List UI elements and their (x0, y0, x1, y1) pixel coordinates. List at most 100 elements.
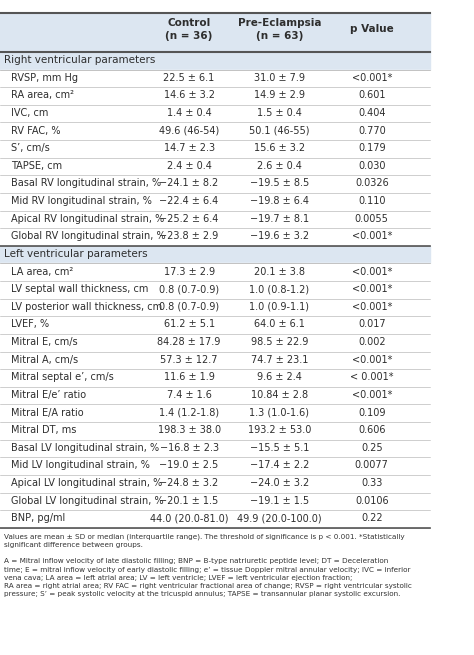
Text: Pre-Eclampsia: Pre-Eclampsia (237, 18, 321, 28)
Text: 0.109: 0.109 (358, 407, 385, 418)
Bar (0, 263, 430, 281)
Text: (n = 63): (n = 63) (255, 31, 303, 41)
Text: Mid RV longitudinal strain, %: Mid RV longitudinal strain, % (11, 196, 152, 206)
Bar (0, 69, 430, 87)
Bar (0, 422, 430, 440)
Text: −20.1 ± 1.5: −20.1 ± 1.5 (159, 496, 219, 506)
Text: 1.3 (1.0-1.6): 1.3 (1.0-1.6) (249, 407, 310, 418)
Text: 0.404: 0.404 (358, 108, 385, 118)
Text: Control: Control (167, 18, 211, 28)
Text: Global LV longitudinal strain, %: Global LV longitudinal strain, % (11, 496, 164, 506)
Text: −23.8 ± 2.9: −23.8 ± 2.9 (159, 231, 219, 241)
Text: 7.4 ± 1.6: 7.4 ± 1.6 (167, 390, 211, 400)
Text: 14.9 ± 2.9: 14.9 ± 2.9 (254, 90, 305, 100)
Bar (0, 140, 430, 158)
Text: Mitral septal e’, cm/s: Mitral septal e’, cm/s (11, 372, 113, 383)
Bar (0, 404, 430, 422)
Text: 50.1 (46-55): 50.1 (46-55) (249, 126, 310, 136)
Text: 1.0 (0.8-1.2): 1.0 (0.8-1.2) (249, 284, 310, 294)
Text: 0.770: 0.770 (358, 126, 386, 136)
Text: 22.5 ± 6.1: 22.5 ± 6.1 (164, 73, 215, 83)
Text: Mitral E/A ratio: Mitral E/A ratio (11, 407, 83, 418)
Text: S’, cm/s: S’, cm/s (11, 143, 49, 153)
Bar (0, 299, 430, 316)
Text: 84.28 ± 17.9: 84.28 ± 17.9 (157, 337, 221, 347)
Text: −16.8 ± 2.3: −16.8 ± 2.3 (160, 443, 219, 453)
Text: Basal LV longitudinal strain, %: Basal LV longitudinal strain, % (11, 443, 159, 453)
Text: Mitral DT, ms: Mitral DT, ms (11, 425, 76, 435)
Text: 0.601: 0.601 (358, 90, 385, 100)
Text: −19.0 ± 2.5: −19.0 ± 2.5 (159, 460, 219, 470)
Text: 14.6 ± 3.2: 14.6 ± 3.2 (164, 90, 215, 100)
Bar (0, 316, 430, 334)
Text: <0.001*: <0.001* (352, 302, 392, 312)
Text: 2.6 ± 0.4: 2.6 ± 0.4 (257, 161, 302, 171)
Text: 0.8 (0.7-0.9): 0.8 (0.7-0.9) (159, 284, 219, 294)
Text: Left ventricular parameters: Left ventricular parameters (4, 249, 148, 259)
Text: 10.84 ± 2.8: 10.84 ± 2.8 (251, 390, 308, 400)
Text: <0.001*: <0.001* (352, 390, 392, 400)
Text: Apical LV longitudinal strain, %: Apical LV longitudinal strain, % (11, 478, 162, 488)
Text: <0.001*: <0.001* (352, 267, 392, 276)
Bar (0, 122, 430, 140)
Bar (0, 510, 430, 528)
Text: 11.6 ± 1.9: 11.6 ± 1.9 (164, 372, 215, 383)
Text: 0.0106: 0.0106 (355, 496, 389, 506)
Text: −24.0 ± 3.2: −24.0 ± 3.2 (250, 478, 309, 488)
Text: 0.22: 0.22 (361, 514, 383, 523)
Text: 49.6 (46-54): 49.6 (46-54) (159, 126, 219, 136)
Text: 49.9 (20.0-100.0): 49.9 (20.0-100.0) (237, 514, 322, 523)
Text: −24.8 ± 3.2: −24.8 ± 3.2 (159, 478, 219, 488)
Text: 0.606: 0.606 (358, 425, 385, 435)
Text: 2.4 ± 0.4: 2.4 ± 0.4 (167, 161, 211, 171)
Text: 198.3 ± 38.0: 198.3 ± 38.0 (157, 425, 221, 435)
Text: 0.33: 0.33 (361, 478, 383, 488)
Text: 61.2 ± 5.1: 61.2 ± 5.1 (164, 320, 215, 329)
Bar (0, 440, 430, 457)
Text: −22.4 ± 6.4: −22.4 ± 6.4 (159, 196, 219, 206)
Text: < 0.001*: < 0.001* (350, 372, 393, 383)
Text: RVSP, mm Hg: RVSP, mm Hg (11, 73, 78, 83)
Text: (n = 36): (n = 36) (165, 31, 213, 41)
Bar (0, 281, 430, 299)
Text: <0.001*: <0.001* (352, 355, 392, 365)
Text: Mitral E, cm/s: Mitral E, cm/s (11, 337, 77, 347)
Bar (0, 158, 430, 176)
Text: Mid LV longitudinal strain, %: Mid LV longitudinal strain, % (11, 460, 150, 470)
Text: LV posterior wall thickness, cm: LV posterior wall thickness, cm (11, 302, 162, 312)
Text: LVEF, %: LVEF, % (11, 320, 49, 329)
Text: 0.0077: 0.0077 (355, 460, 389, 470)
Text: 1.4 (1.2-1.8): 1.4 (1.2-1.8) (159, 407, 219, 418)
Text: 44.0 (20.0-81.0): 44.0 (20.0-81.0) (150, 514, 228, 523)
Bar (0, 105, 430, 122)
Bar (0, 87, 430, 105)
Text: <0.001*: <0.001* (352, 284, 392, 294)
Bar (0, 457, 430, 475)
Text: IVC, cm: IVC, cm (11, 108, 48, 118)
Text: 1.4 ± 0.4: 1.4 ± 0.4 (167, 108, 211, 118)
Text: 0.030: 0.030 (358, 161, 385, 171)
Text: 57.3 ± 12.7: 57.3 ± 12.7 (160, 355, 218, 365)
Text: 17.3 ± 2.9: 17.3 ± 2.9 (164, 267, 215, 276)
Text: 98.5 ± 22.9: 98.5 ± 22.9 (251, 337, 308, 347)
Text: 1.0 (0.9-1.1): 1.0 (0.9-1.1) (249, 302, 310, 312)
Text: 31.0 ± 7.9: 31.0 ± 7.9 (254, 73, 305, 83)
Bar (0, 246, 430, 263)
Text: −19.6 ± 3.2: −19.6 ± 3.2 (250, 231, 309, 241)
Text: 0.0055: 0.0055 (355, 214, 389, 223)
Bar (0, 228, 430, 246)
Text: 64.0 ± 6.1: 64.0 ± 6.1 (254, 320, 305, 329)
Text: 15.6 ± 3.2: 15.6 ± 3.2 (254, 143, 305, 153)
Bar (0, 493, 430, 510)
Bar (0, 176, 430, 193)
Text: −15.5 ± 5.1: −15.5 ± 5.1 (250, 443, 309, 453)
Text: 74.7 ± 23.1: 74.7 ± 23.1 (251, 355, 308, 365)
Text: −19.5 ± 8.5: −19.5 ± 8.5 (250, 178, 309, 189)
Bar (0, 369, 430, 386)
Text: 20.1 ± 3.8: 20.1 ± 3.8 (254, 267, 305, 276)
Text: −19.8 ± 6.4: −19.8 ± 6.4 (250, 196, 309, 206)
Text: 0.017: 0.017 (358, 320, 385, 329)
Text: 0.8 (0.7-0.9): 0.8 (0.7-0.9) (159, 302, 219, 312)
Bar (0, 193, 430, 210)
Text: 14.7 ± 2.3: 14.7 ± 2.3 (164, 143, 215, 153)
